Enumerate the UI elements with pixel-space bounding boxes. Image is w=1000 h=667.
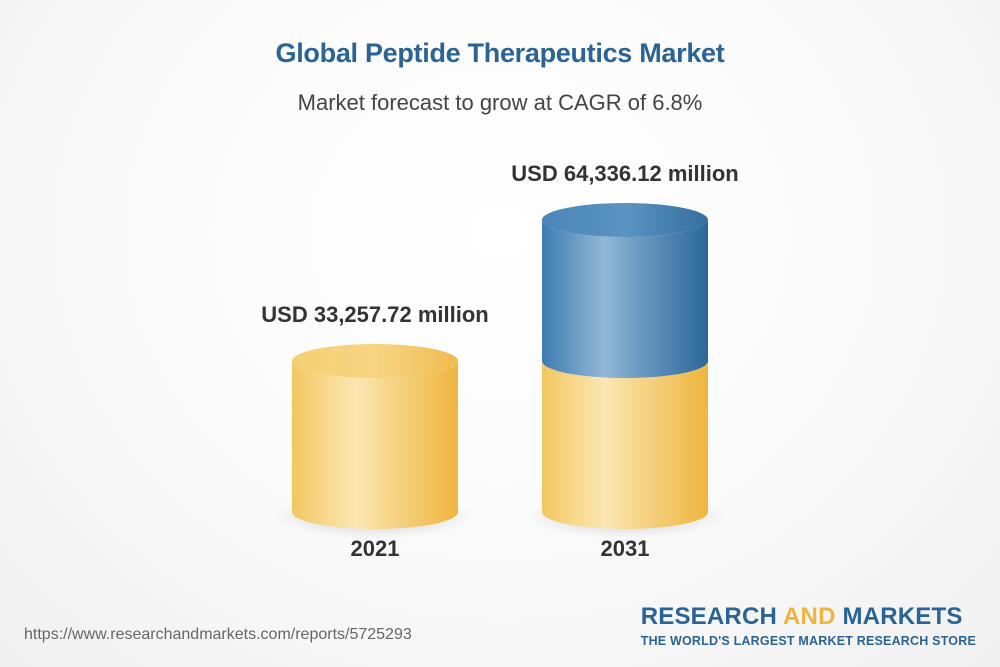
bar-2021: USD 33,257.72 million 2021: [261, 302, 488, 561]
brand-name-part1: RESEARCH: [640, 603, 783, 630]
brand-name-part3: MARKETS: [835, 603, 963, 630]
category-label: 2021: [351, 536, 400, 561]
bar-base-segment: [292, 344, 458, 529]
bar-base-segment: [542, 361, 708, 529]
brand-logo: RESEARCH AND MARKETS THE WORLD'S LARGEST…: [641, 603, 976, 648]
bar-growth-segment-top: [542, 203, 708, 237]
brand-name-accent: AND: [783, 603, 836, 630]
value-label: USD 64,336.12 million: [511, 161, 738, 186]
value-label: USD 33,257.72 million: [261, 302, 488, 327]
category-label: 2031: [601, 536, 650, 561]
chart-subtitle: Market forecast to grow at CAGR of 6.8%: [297, 90, 703, 115]
bar-growth-segment-body: [542, 220, 708, 379]
bar-growth-segment: [542, 203, 708, 379]
chart-title: Global Peptide Therapeutics Market: [275, 38, 725, 68]
bar-2031: USD 64,336.12 million 2031: [511, 161, 738, 561]
bar-base-segment-body: [292, 361, 458, 529]
brand-tagline: THE WORLD'S LARGEST MARKET RESEARCH STOR…: [640, 634, 976, 648]
brand-name: RESEARCH AND MARKETS: [641, 603, 976, 631]
bar-base-segment-body: [542, 361, 708, 529]
bar-base-segment-top: [292, 344, 458, 379]
source-url[interactable]: https://www.researchandmarkets.com/repor…: [24, 626, 412, 643]
